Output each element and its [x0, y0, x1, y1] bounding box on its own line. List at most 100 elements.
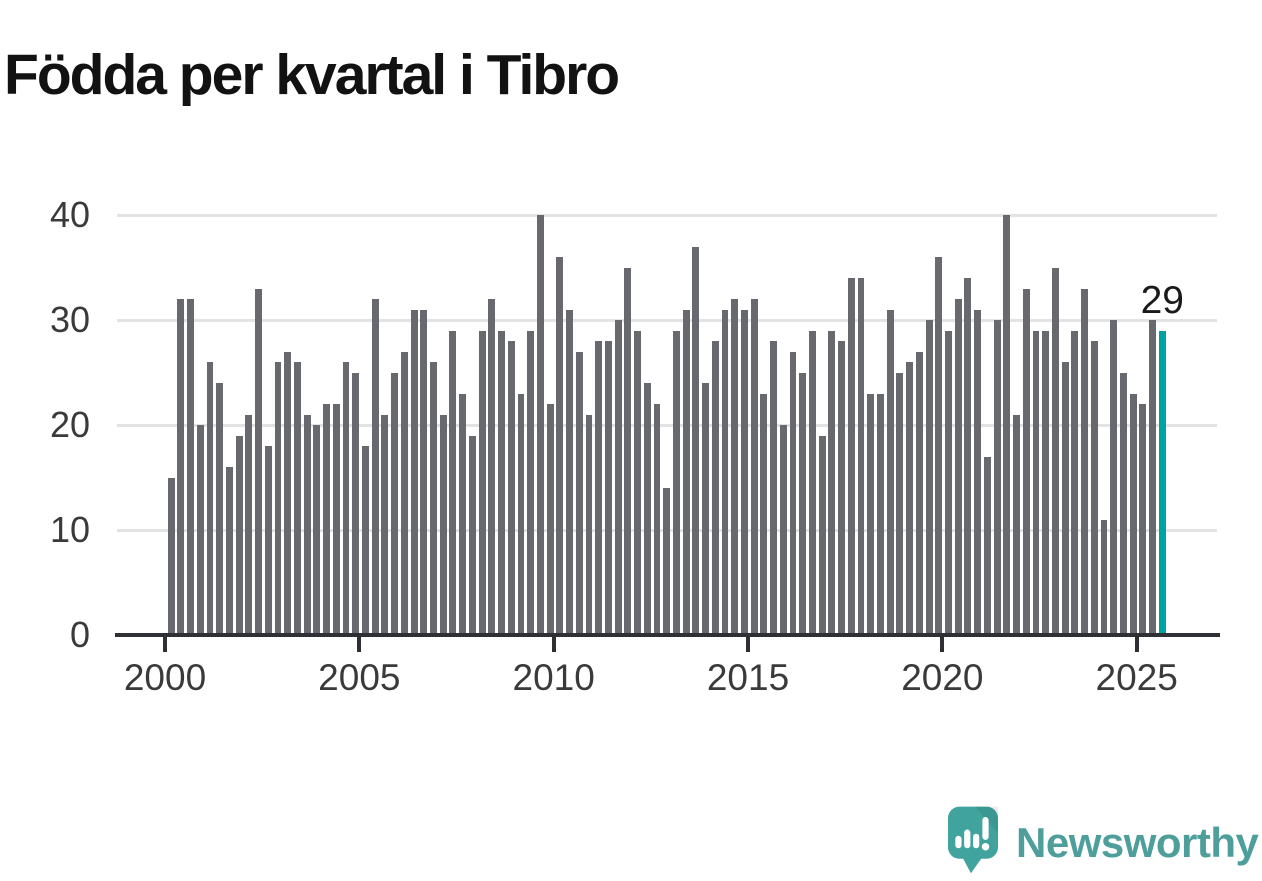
bar [809, 330, 816, 637]
bar [896, 372, 904, 637]
bar [828, 330, 836, 637]
bar [235, 435, 243, 637]
bar [935, 257, 943, 637]
page-title: Födda per kvartal i Tibro [4, 43, 620, 108]
bar [818, 435, 826, 637]
bar [1110, 320, 1118, 637]
bar [410, 309, 418, 637]
bar [857, 278, 865, 637]
axis-tick [551, 637, 556, 652]
bar [449, 330, 457, 637]
bar [799, 372, 807, 637]
bar [789, 351, 797, 637]
bar [332, 404, 340, 637]
bar [303, 414, 311, 637]
gridline [117, 213, 1217, 217]
gridline [117, 423, 1217, 427]
bar [682, 309, 690, 637]
brand-footer: Newsworthy [948, 806, 1259, 881]
bar [838, 341, 846, 637]
bar [877, 393, 884, 637]
bar-value-label: 29 [1140, 278, 1184, 322]
bar [468, 435, 476, 637]
bar [556, 257, 564, 637]
bar [517, 393, 525, 637]
bar [624, 267, 632, 637]
newsworthy-logo-icon [948, 806, 998, 881]
bar [488, 299, 496, 637]
bar [1100, 519, 1108, 637]
bar [1013, 414, 1020, 637]
bar [1022, 288, 1030, 637]
bar [216, 383, 224, 637]
bar [702, 383, 710, 637]
highlighted-bar [1158, 330, 1166, 637]
bar [614, 320, 622, 637]
bar [264, 446, 272, 637]
bar [575, 351, 583, 637]
bar [915, 351, 923, 637]
bar [313, 425, 321, 637]
bar [964, 278, 972, 637]
bar [439, 414, 447, 637]
bar [284, 351, 292, 637]
bar [741, 309, 748, 637]
gridline [117, 318, 1217, 322]
x-axis-label: 2005 [318, 657, 401, 698]
bar [906, 362, 914, 637]
bar [245, 414, 253, 637]
bar [546, 404, 554, 637]
bar [595, 341, 603, 637]
bar [886, 309, 894, 637]
bar [1139, 404, 1147, 637]
bar [750, 299, 758, 637]
bar [167, 477, 175, 637]
bar [721, 309, 729, 637]
bar [1061, 362, 1069, 637]
bar [954, 299, 962, 637]
bar [770, 341, 778, 637]
bar [983, 456, 991, 637]
bar [430, 362, 437, 637]
bar [585, 414, 593, 637]
bar [1119, 372, 1127, 637]
bar [527, 330, 535, 637]
bar [478, 330, 486, 637]
bar [1149, 320, 1156, 637]
bar [711, 341, 719, 637]
x-axis-label: 2015 [706, 657, 790, 698]
bar [1042, 330, 1050, 637]
bar [566, 309, 573, 637]
bar [643, 383, 651, 637]
bar [400, 351, 408, 637]
bar [1051, 267, 1059, 637]
bar [760, 393, 768, 637]
bar [945, 330, 952, 637]
axis-tick [1134, 637, 1139, 652]
bar [672, 330, 680, 637]
bar [536, 215, 544, 637]
bar [993, 320, 1001, 637]
bar [206, 362, 214, 637]
bar [177, 299, 185, 637]
x-axis-line [115, 633, 1220, 637]
bar [1003, 215, 1011, 637]
bar [196, 425, 204, 637]
x-axis-label: 2020 [901, 657, 984, 698]
x-axis-label: 2000 [123, 657, 207, 698]
x-axis-label: 2025 [1095, 657, 1178, 698]
bar [420, 309, 428, 637]
bar [323, 404, 331, 637]
bar [391, 372, 399, 637]
bar [692, 246, 700, 637]
brand-name: Newsworthy [1016, 819, 1259, 866]
bar [974, 309, 982, 637]
bar [604, 341, 612, 637]
bar [187, 299, 195, 637]
x-axis-label: 2010 [512, 657, 595, 698]
bar [653, 404, 661, 637]
bar [362, 446, 369, 637]
bar [1090, 341, 1098, 637]
axis-tick [163, 637, 167, 652]
